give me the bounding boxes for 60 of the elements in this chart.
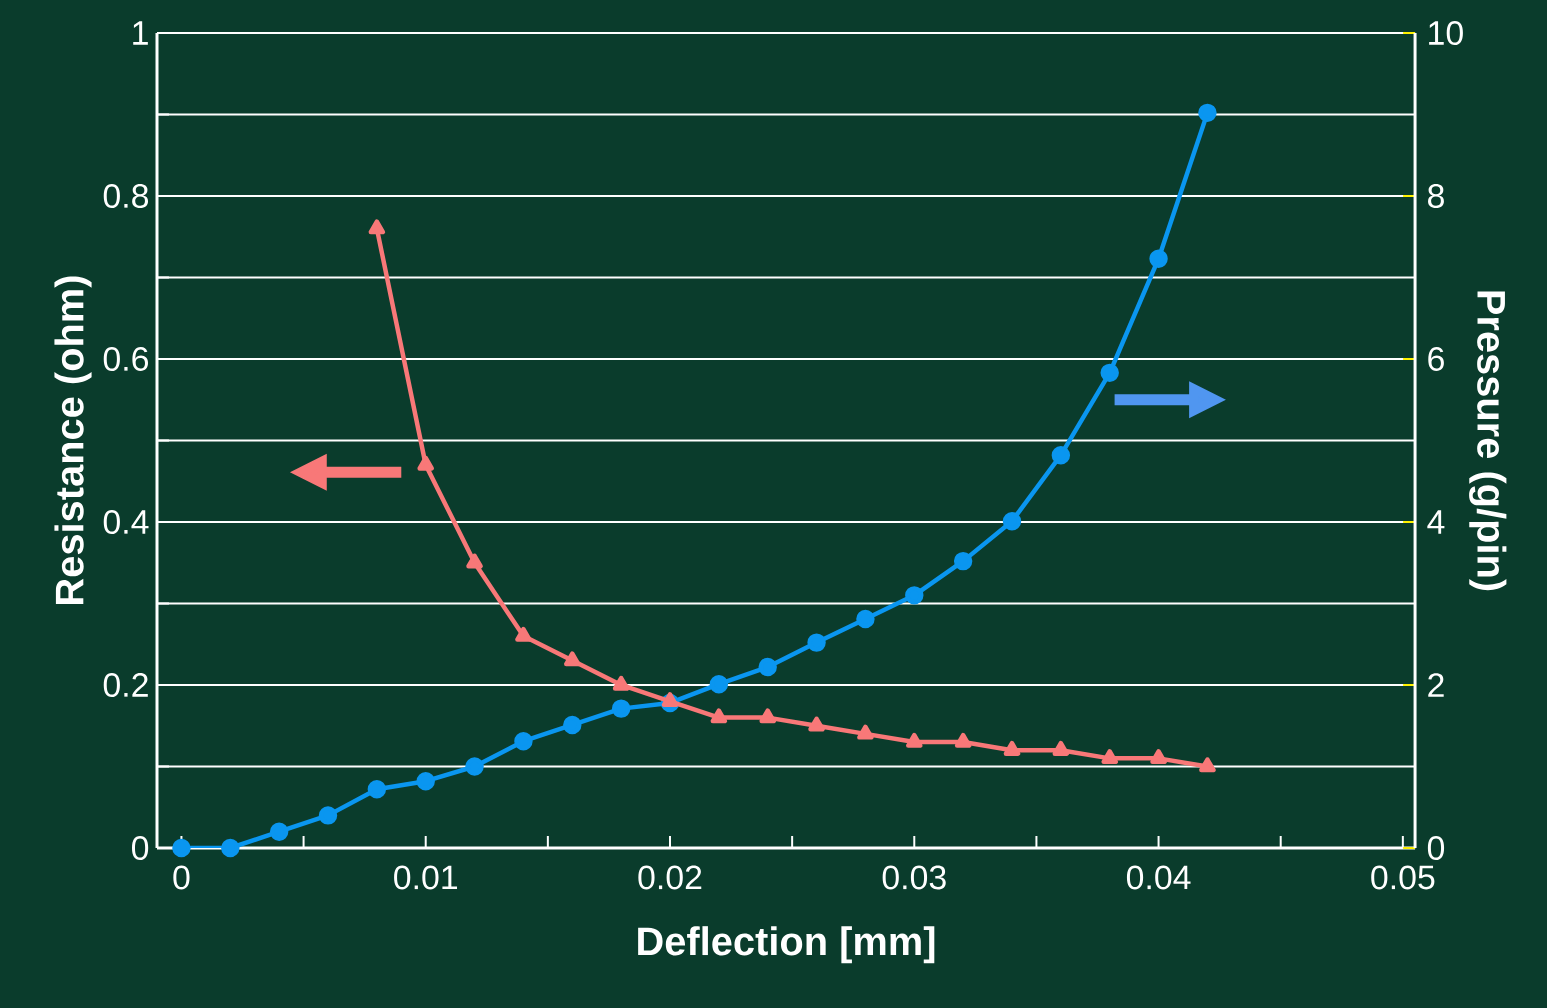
point <box>318 806 338 825</box>
y2-tick-label: 4 <box>1427 510 1445 534</box>
y-tick-label: 0.4 <box>103 510 149 534</box>
point <box>709 674 729 694</box>
point <box>807 633 826 652</box>
point <box>954 732 972 748</box>
point <box>466 553 483 569</box>
point <box>221 838 240 858</box>
y-tick-label: 1 <box>133 21 148 45</box>
y2-tick-label: 6 <box>1428 346 1444 371</box>
y2-tick-label: 8 <box>1428 183 1444 208</box>
point <box>269 822 289 841</box>
point <box>857 724 874 740</box>
point <box>1198 103 1217 123</box>
point <box>1199 757 1216 773</box>
point <box>514 732 533 751</box>
point <box>172 838 191 858</box>
point <box>661 692 679 708</box>
point <box>465 757 484 776</box>
point <box>515 626 532 642</box>
point <box>1149 249 1168 268</box>
point <box>1150 749 1167 765</box>
y-axis-title: Resistance (ohm) <box>54 276 92 604</box>
point <box>759 708 776 724</box>
x-tick-label: 0.04 <box>1126 865 1191 890</box>
y2-axis-title: Pressure (g/pin) <box>1469 291 1507 591</box>
point <box>367 780 387 799</box>
y-tick-label: 0.8 <box>103 183 149 208</box>
point <box>1101 749 1118 765</box>
y-tick-label: 0 <box>131 836 149 860</box>
point <box>1003 740 1021 756</box>
point <box>856 609 875 629</box>
point <box>1100 363 1119 383</box>
point <box>808 716 825 732</box>
y-tick-label: 0.2 <box>103 673 148 697</box>
point <box>612 675 630 691</box>
point <box>905 586 924 605</box>
x-tick-label: 0 <box>173 865 190 890</box>
y-tick-label: 0.6 <box>103 346 148 371</box>
point <box>563 715 582 735</box>
y2-tick-label: 2 <box>1428 673 1444 697</box>
point <box>1052 740 1070 756</box>
y2-tick-label: 0 <box>1427 836 1445 860</box>
y2-tick-label: 10 <box>1429 20 1463 45</box>
point <box>611 699 631 718</box>
x-tick-label: 0.03 <box>882 865 946 890</box>
point <box>417 455 434 471</box>
point <box>906 732 923 748</box>
point <box>416 771 435 791</box>
x-axis-title: Deflection [mm] <box>638 926 935 964</box>
point <box>1002 511 1022 531</box>
x-tick-label: 0.02 <box>638 865 702 890</box>
point <box>564 651 581 667</box>
point <box>758 657 777 677</box>
point <box>953 551 973 571</box>
x-tick-label: 0.05 <box>1371 865 1435 890</box>
point <box>368 219 386 235</box>
x-tick-label: 0.01 <box>394 865 458 890</box>
point <box>1051 445 1071 465</box>
point <box>710 708 728 724</box>
